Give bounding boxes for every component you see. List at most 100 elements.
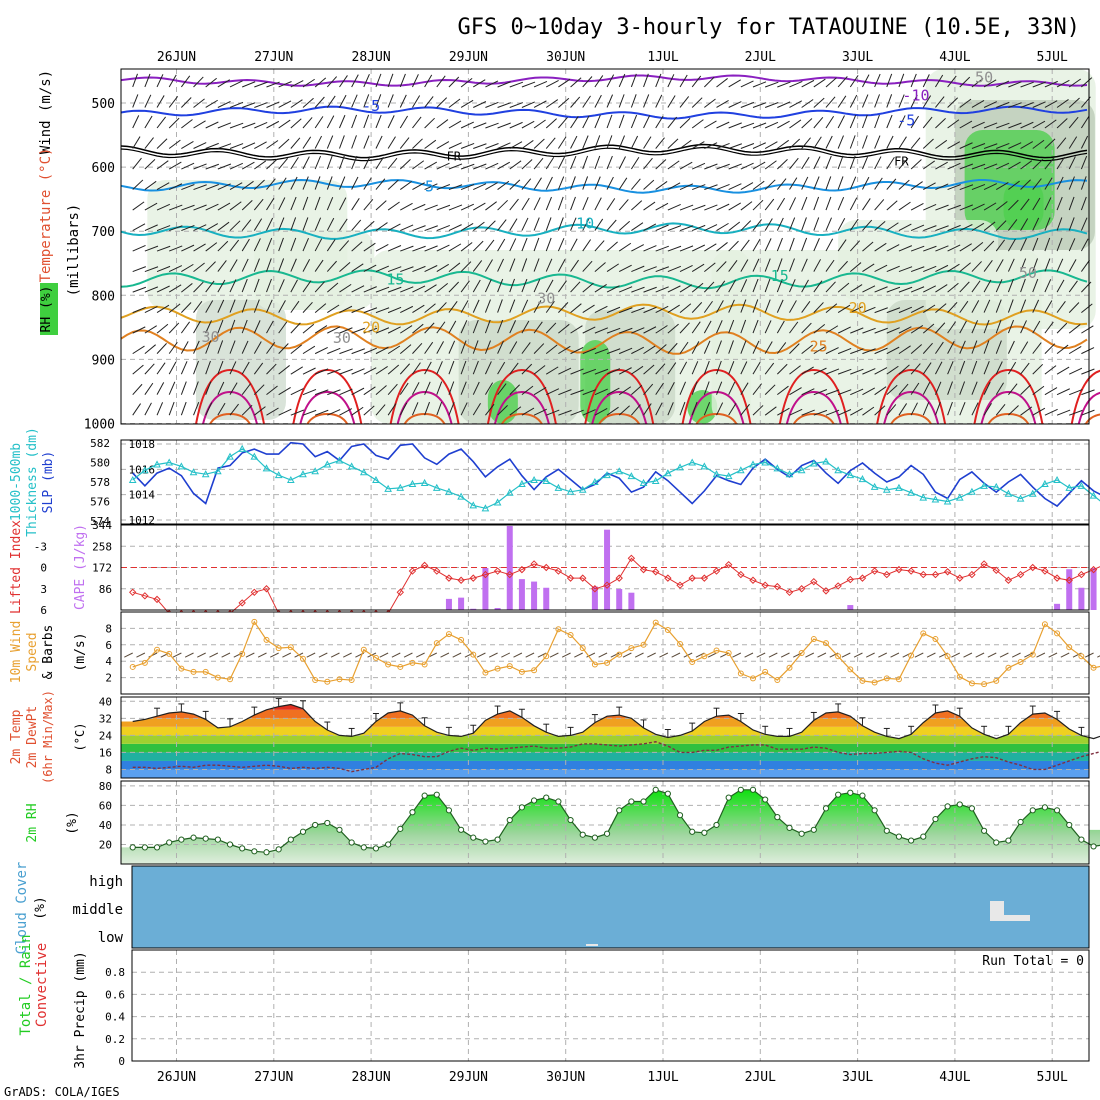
lifted-index-marker [579, 574, 587, 582]
wind-barb [302, 117, 313, 129]
wind-barb [558, 117, 568, 129]
wind-barb [691, 381, 698, 395]
wind-barb [692, 204, 706, 211]
wind-barb [679, 303, 692, 313]
wind-barb [472, 340, 479, 354]
wind-barb [1080, 176, 1087, 190]
lifted-index-marker [907, 567, 915, 575]
wind-speed-marker [409, 659, 416, 666]
wind-barb [339, 135, 345, 149]
wind-barb [485, 201, 497, 211]
rh-marker [312, 821, 319, 829]
wind-barb [278, 157, 289, 170]
wind-barb [801, 366, 814, 375]
slp-tick-label: 1014 [129, 489, 156, 502]
wind-barb [144, 382, 154, 395]
thickness-marker [931, 495, 940, 503]
wind-barb [412, 323, 424, 334]
thickness-slp-panel: 10121014101610185745765785805821000-500m… [9, 427, 1100, 537]
slp-tick-label: 1016 [129, 463, 156, 476]
wind-barb [789, 343, 800, 354]
wind-barb [533, 258, 540, 272]
wind-speed-marker [190, 668, 197, 675]
wind-barb [363, 264, 377, 273]
wind-barb [448, 340, 456, 354]
wind-barb [691, 401, 698, 416]
cape-bar [1078, 587, 1085, 610]
wind-barb [849, 262, 862, 272]
wind-barb [631, 286, 645, 293]
wind-barb [193, 98, 205, 108]
wind-barb [1068, 259, 1077, 272]
wind-barb [813, 302, 824, 313]
wind-speed-marker [433, 640, 440, 647]
wind-barb [400, 202, 413, 211]
wind-speed-marker [908, 652, 915, 659]
surface-isotherm [598, 412, 641, 425]
wind-barb [667, 203, 681, 211]
wind-barb [740, 220, 752, 231]
wind-barb [752, 340, 760, 354]
thickness-marker [420, 478, 429, 486]
wind-barb [610, 652, 620, 658]
thickness-marker [834, 466, 842, 474]
wind-barb [570, 155, 577, 170]
wind-barb [728, 260, 738, 272]
wind-barb [253, 238, 261, 252]
wind-speed-marker [348, 677, 355, 684]
wind-barb [424, 74, 433, 88]
wind-barb [351, 135, 357, 149]
wind-barb [545, 366, 559, 375]
wind-barb [351, 219, 362, 231]
wind-barb [1020, 384, 1031, 396]
wind-barb [752, 238, 761, 252]
wind-barb [570, 325, 583, 334]
wind-barb [793, 652, 802, 658]
wind-barb [205, 77, 217, 88]
wind-barb [886, 222, 899, 231]
wind-barb [314, 116, 324, 129]
thickness-marker [554, 483, 563, 491]
wind-barb [351, 198, 360, 211]
wind-barb [886, 265, 900, 273]
wind-barb [229, 220, 241, 231]
wind-barb [849, 135, 856, 149]
wind-barb [951, 652, 960, 658]
wind-barb [898, 266, 913, 273]
wind-barb [886, 384, 898, 396]
precip-tick-label: 0 [118, 1055, 125, 1068]
wind-barb [557, 280, 567, 293]
wind-barb [217, 143, 232, 149]
date-label-top: 29JUN [449, 50, 488, 65]
wind-barb [825, 281, 836, 293]
lifted-index-marker [1029, 563, 1037, 572]
wind-barb [643, 157, 653, 170]
wind-barb [168, 284, 182, 293]
wind-barb [926, 652, 936, 658]
wind-barb [205, 280, 215, 293]
wind-barb [375, 222, 388, 231]
wind-barb [448, 224, 462, 232]
wind-barb [862, 348, 876, 355]
wind-barb [996, 101, 1010, 108]
wind-barb [326, 176, 333, 190]
wind-barb [947, 301, 958, 313]
wind-barb [1080, 155, 1088, 170]
wind-barb [485, 101, 499, 108]
wind-barb [691, 341, 700, 354]
wind-barb [1069, 367, 1083, 375]
wind-barb [817, 652, 827, 658]
wind-barb [521, 258, 528, 272]
cloud-level-label: high [89, 874, 123, 890]
wind-barb [460, 280, 470, 293]
lifted-index-marker [554, 567, 563, 575]
wind-barb [412, 95, 421, 108]
wind-tick-label: 6 [105, 639, 112, 652]
wind-barb [172, 652, 182, 658]
wind-barb [886, 73, 893, 88]
wind-barb [630, 135, 639, 149]
wind-barb [703, 340, 711, 354]
wind-barb [910, 181, 923, 190]
wind-barb [874, 94, 880, 108]
wind-barb [643, 266, 657, 273]
